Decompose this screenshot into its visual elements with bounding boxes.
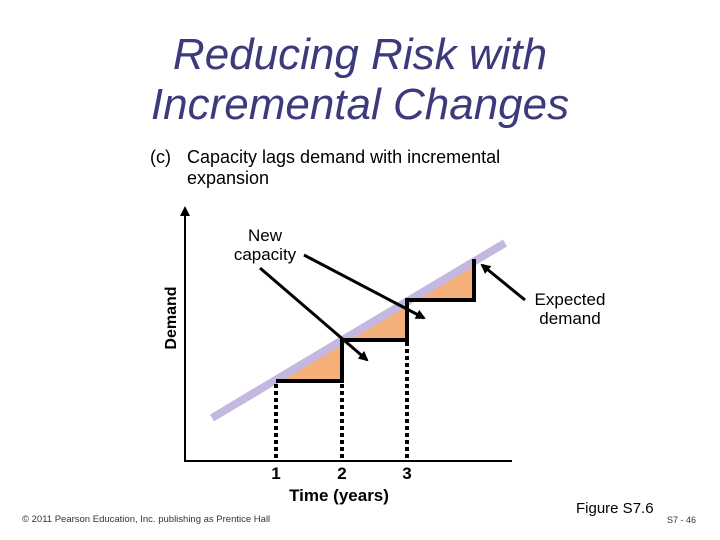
- figure-number: Figure S7.6: [576, 500, 654, 517]
- page-number: S7 - 46: [667, 515, 697, 525]
- x-axis-label: Time (years): [289, 486, 389, 505]
- x-tick-1: 1: [271, 464, 281, 483]
- x-tick-2: 2: [337, 464, 347, 483]
- copyright-notice: © 2011 Pearson Education, Inc. publishin…: [22, 514, 271, 525]
- y-axis-label: Demand: [163, 286, 180, 350]
- slide-title-line-1: Reducing Risk with: [172, 30, 548, 79]
- subtitle-tag: (c): [150, 147, 171, 167]
- subtitle-line-2: expansion: [187, 168, 270, 188]
- capacity-step-line: [276, 259, 476, 383]
- new-capacity-arrow-2: [259, 266, 369, 362]
- new-capacity-label: New capacity: [233, 226, 297, 264]
- subtitle-line-1: Capacity lags demand with incremental: [187, 147, 501, 167]
- expected-demand-label: Expected demand: [534, 290, 606, 328]
- slide-title-line-2: Incremental Changes: [150, 80, 570, 129]
- x-tick-3: 3: [402, 464, 412, 483]
- new-capacity-arrow-1: [303, 253, 426, 320]
- slide-title: Reducing Risk with Incremental Changes: [0, 30, 720, 130]
- expected-demand-arrow: [480, 263, 526, 302]
- slide-subtitle: (c) Capacity lags demand with incremental…: [150, 147, 630, 189]
- expected-demand-line: [209, 239, 508, 422]
